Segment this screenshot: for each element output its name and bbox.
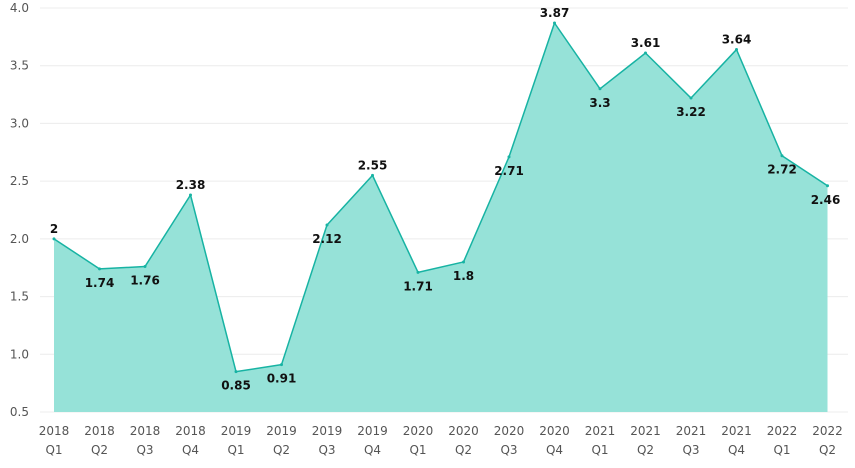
- data-label: 3.3: [589, 96, 610, 110]
- x-tick-year: 2018: [84, 424, 115, 438]
- data-label: 2.55: [358, 158, 388, 172]
- data-point: [689, 96, 693, 100]
- x-tick-year: 2019: [312, 424, 343, 438]
- data-point: [462, 260, 465, 264]
- data-label: 1.8: [453, 269, 474, 283]
- x-tick-quarter: Q1: [591, 443, 608, 457]
- x-tick-year: 2021: [721, 424, 752, 438]
- data-label: 3.64: [722, 33, 752, 47]
- data-label: 1.74: [85, 276, 115, 290]
- y-tick-label: 2.0: [10, 232, 29, 246]
- x-tick-quarter: Q3: [318, 443, 335, 457]
- data-label: 3.87: [540, 6, 570, 20]
- x-tick-year: 2020: [539, 424, 570, 438]
- x-tick-year: 2021: [676, 424, 707, 438]
- x-tick-quarter: Q1: [227, 443, 244, 457]
- y-tick-label: 3.5: [10, 59, 29, 73]
- data-label: 0.85: [221, 379, 251, 393]
- data-point: [325, 223, 329, 227]
- data-label: 2.71: [494, 164, 524, 178]
- data-point: [507, 155, 511, 159]
- data-label: 1.71: [403, 279, 433, 293]
- x-tick-quarter: Q1: [773, 443, 790, 457]
- x-tick-quarter: Q4: [546, 443, 563, 457]
- data-point: [780, 154, 784, 158]
- x-axis: 2018 Q1 2018 Q2 2018 Q3 2018 Q4 2019 Q1 2019 Q2 2019…: [39, 424, 843, 457]
- x-tick-year: 2019: [266, 424, 297, 438]
- x-tick-quarter: Q2: [455, 443, 472, 457]
- y-axis: 0.5 1.0 1.5 2.0 2.5 3.0 3.5 4.0: [10, 1, 29, 419]
- y-tick-label: 2.5: [10, 174, 29, 188]
- y-tick-label: 0.5: [10, 405, 29, 419]
- x-tick-year: 2018: [39, 424, 70, 438]
- data-label: 2.38: [176, 178, 206, 192]
- data-point: [189, 193, 192, 197]
- x-tick-year: 2018: [130, 424, 161, 438]
- x-tick-year: 2020: [448, 424, 479, 438]
- y-tick-label: 3.0: [10, 116, 29, 130]
- data-point: [598, 87, 602, 91]
- y-tick-label: 1.0: [10, 347, 29, 361]
- x-tick-quarter: Q2: [91, 443, 108, 457]
- x-tick-quarter: Q2: [819, 443, 836, 457]
- data-point: [280, 363, 283, 367]
- x-tick-quarter: Q3: [682, 443, 699, 457]
- data-point: [143, 265, 147, 269]
- data-point: [826, 184, 829, 188]
- data-point: [644, 51, 647, 55]
- x-tick-quarter: Q3: [500, 443, 517, 457]
- x-tick-quarter: Q2: [637, 443, 654, 457]
- x-tick-year: 2020: [403, 424, 434, 438]
- x-tick-quarter: Q2: [273, 443, 290, 457]
- x-tick-year: 2021: [630, 424, 661, 438]
- data-point: [234, 370, 238, 374]
- x-tick-year: 2022: [767, 424, 798, 438]
- y-tick-label: 4.0: [10, 1, 29, 15]
- data-label: 2.46: [811, 193, 841, 207]
- x-tick-quarter: Q3: [136, 443, 153, 457]
- data-point: [98, 267, 101, 271]
- x-tick-year: 2021: [585, 424, 616, 438]
- x-tick-quarter: Q1: [409, 443, 426, 457]
- x-tick-year: 2020: [494, 424, 525, 438]
- data-point: [416, 270, 420, 274]
- data-labels: 2 1.74 1.76 2.38 0.85 0.91 2.12 2.55 1.71 1.8 2.71…: [50, 6, 840, 393]
- area-fill: [54, 23, 828, 413]
- x-tick-year: 2019: [221, 424, 252, 438]
- data-point: [52, 237, 56, 241]
- data-label: 2.72: [767, 163, 797, 177]
- x-tick-quarter: Q4: [364, 443, 381, 457]
- data-label: 1.76: [130, 274, 160, 288]
- x-tick-quarter: Q4: [728, 443, 745, 457]
- x-tick-quarter: Q4: [182, 443, 199, 457]
- x-tick-year: 2022: [812, 424, 843, 438]
- data-point: [371, 173, 374, 177]
- data-label: 3.22: [676, 105, 706, 119]
- data-point: [553, 21, 556, 25]
- data-label: 2: [50, 222, 58, 236]
- x-tick-quarter: Q1: [45, 443, 62, 457]
- data-point: [735, 48, 738, 52]
- y-tick-label: 1.5: [10, 290, 29, 304]
- x-tick-year: 2018: [175, 424, 206, 438]
- series-line: [53, 22, 828, 373]
- data-label: 0.91: [267, 372, 297, 386]
- x-tick-year: 2019: [357, 424, 388, 438]
- data-label: 3.61: [631, 36, 661, 50]
- data-label: 2.12: [312, 232, 342, 246]
- area-series: [52, 21, 829, 413]
